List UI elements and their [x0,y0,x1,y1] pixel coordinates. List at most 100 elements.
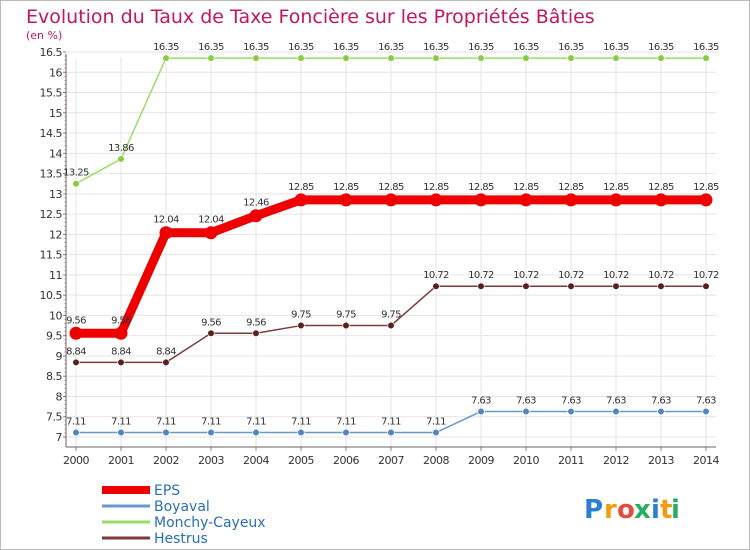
data-label-hestrus: 10.72 [693,270,719,281]
data-label-monchy-cayeux: 16.35 [558,42,584,53]
data-label-monchy-cayeux: 16.35 [243,42,269,53]
logo-letter: o [617,495,635,525]
data-label-monchy-cayeux: 16.35 [333,42,359,53]
y-tick-label: 11.5 [40,249,63,262]
data-point-boyaval [612,407,620,416]
data-point-monchy-cayeux [72,180,80,188]
data-label-eps: 12.04 [198,215,224,226]
data-label-eps: 9.56 [66,315,86,326]
data-point-eps [204,226,218,240]
data-label-hestrus: 10.72 [423,270,449,281]
data-point-monchy-cayeux [117,155,125,163]
data-label-eps: 12.85 [603,182,629,193]
data-point-monchy-cayeux [387,54,395,62]
data-point-hestrus [657,282,665,290]
data-label-eps: 12.46 [243,198,269,209]
data-label-boyaval: 7.63 [516,395,536,406]
data-label-hestrus: 8.84 [111,346,131,357]
y-tick-label: 8 [56,390,63,403]
data-point-monchy-cayeux [162,54,170,62]
data-point-monchy-cayeux [477,54,485,62]
data-point-boyaval [117,428,125,437]
data-label-monchy-cayeux: 16.35 [513,42,539,53]
y-tick-label: 7 [56,431,63,444]
y-tick-label: 7.5 [46,411,62,424]
data-label-monchy-cayeux: 16.35 [198,42,224,53]
data-label-monchy-cayeux: 13.86 [108,143,134,154]
data-point-hestrus [567,282,575,290]
data-point-eps [249,209,263,223]
y-tick-label: 14.5 [40,127,63,140]
logo-letter: r [604,495,617,525]
x-tick-label: 2007 [378,454,404,467]
data-label-hestrus: 8.84 [66,346,86,357]
logo-letter: P [584,495,603,525]
data-point-boyaval [387,428,395,437]
data-point-monchy-cayeux [297,54,305,62]
data-point-eps [294,193,308,207]
data-point-hestrus [477,282,485,290]
data-point-hestrus [252,329,260,337]
data-label-eps: 12.85 [468,182,494,193]
y-tick-label: 12 [49,228,62,241]
data-point-boyaval [702,407,710,416]
y-tick-label: 15 [49,107,62,120]
x-tick-label: 2011 [558,454,584,467]
data-point-monchy-cayeux [522,54,530,62]
data-point-eps [609,193,623,207]
data-label-hestrus: 9.56 [246,317,266,328]
data-point-hestrus [207,329,215,337]
data-label-hestrus: 10.72 [648,270,674,281]
data-label-monchy-cayeux: 16.35 [153,42,179,53]
x-tick-label: 2010 [513,454,539,467]
x-tick-label: 2004 [243,454,269,467]
data-label-boyaval: 7.11 [291,417,311,428]
data-label-monchy-cayeux: 16.35 [423,42,449,53]
logo-letter: i [671,495,680,525]
x-tick-label: 2009 [468,454,494,467]
x-tick-label: 2008 [423,454,449,467]
data-point-hestrus [702,282,710,290]
data-point-boyaval [162,428,170,437]
chart-title: Evolution du Taux de Taxe Foncière sur l… [26,6,595,28]
data-label-monchy-cayeux: 16.35 [603,42,629,53]
data-label-hestrus: 9.75 [381,310,401,321]
gridlines [66,51,716,447]
data-point-boyaval [477,407,485,416]
y-tick-label: 16.5 [40,46,63,59]
data-point-hestrus [72,358,80,367]
data-label-monchy-cayeux: 16.35 [288,42,314,53]
data-label-boyaval: 7.11 [336,417,356,428]
data-point-eps [654,193,668,207]
legend-label-hestrus: Hestrus [154,531,208,547]
y-tick-label: 14 [49,147,62,160]
data-label-monchy-cayeux: 16.35 [468,42,494,53]
data-point-hestrus [432,282,440,290]
data-label-boyaval: 7.63 [651,395,671,406]
data-point-eps [69,326,83,340]
data-label-monchy-cayeux: 16.35 [693,42,719,53]
x-tick-label: 2006 [333,454,359,467]
data-point-boyaval [297,428,305,437]
x-tick-label: 2013 [648,454,674,467]
data-label-monchy-cayeux: 13.25 [63,168,89,179]
data-label-eps: 12.85 [558,182,584,193]
data-labels: 13.25 13.86 16.35 16.35 16.35 16.35 16.35 16.35… [63,42,719,427]
x-tick-label: 2014 [693,454,719,467]
legend-label-eps: EPS [154,483,180,499]
data-label-eps: 12.85 [288,182,314,193]
data-label-hestrus: 9.75 [336,310,356,321]
data-point-hestrus [387,321,395,330]
data-point-boyaval [342,428,350,437]
legend-label-monchy-cayeux: Monchy-Cayeux [154,515,266,531]
data-label-boyaval: 7.11 [381,417,401,428]
data-label-eps: 12.04 [153,215,179,226]
legend-label-boyaval: Boyaval [154,499,210,515]
data-point-hestrus [297,321,305,330]
y-axis-unit-label: (en %) [26,29,62,42]
data-label-hestrus: 10.72 [603,270,629,281]
y-tick-label: 16 [49,66,62,79]
data-point-monchy-cayeux [702,54,710,62]
